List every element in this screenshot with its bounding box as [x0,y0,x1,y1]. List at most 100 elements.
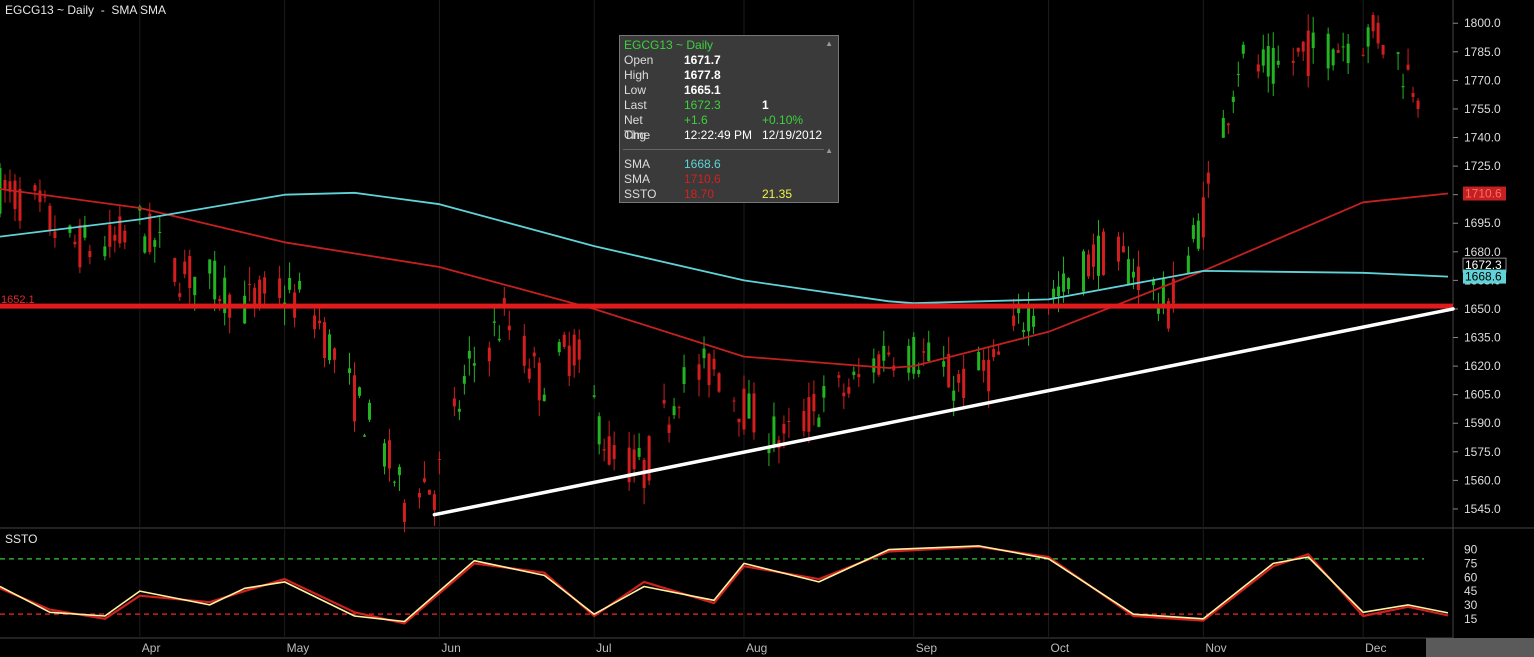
candle-body [333,348,337,360]
candle-body [43,196,47,198]
candle-body [288,278,292,290]
candle-body [462,376,466,384]
sma2-value: 1710.6 [684,172,721,186]
candle-body [417,492,421,498]
candle-body [348,368,352,373]
x-tick-label: Jul [596,641,611,655]
sma2-label: SMA [624,172,651,186]
candle-body [387,440,391,469]
candle-body [213,260,217,300]
candle-body [1161,278,1165,305]
x-tick-label: Oct [1051,641,1070,655]
candle-body [318,320,322,324]
ssto-d-value: 18.70 [684,187,715,201]
x-tick-label: Aug [746,641,767,655]
y-tick-label: 1575.0 [1464,445,1501,459]
candle-body [208,259,212,274]
candle-body [667,424,671,433]
ssto-y-tick-label: 45 [1464,584,1478,598]
candle-body [917,369,921,374]
x-tick-label: May [287,641,310,655]
candle-body [83,224,87,238]
candle-body [857,374,861,378]
candle-body [1366,27,1370,47]
candle-body [807,397,811,432]
time-label: Time [624,128,651,142]
candle-body [248,283,252,286]
date-value: 12/19/2012 [762,128,823,142]
candle-body [223,277,227,314]
candle-body [497,338,501,341]
y-tick-label: 1620.0 [1464,359,1501,373]
candle-body [1151,280,1155,286]
candle-body [772,416,776,447]
collapse-section-icon[interactable]: ▲ [825,146,833,155]
sma-slow-line [0,188,1449,369]
candle-body [1156,304,1160,314]
candle-body [1236,73,1240,75]
candle-body [422,478,426,482]
candle-body [662,400,666,404]
candle-body [103,246,107,257]
candle-body [767,446,771,454]
open-label: Open [624,53,654,67]
candle-body [1401,86,1405,88]
candle-body [1062,273,1066,292]
last-value: 1672.3 [684,98,721,112]
candle-body [1032,315,1036,327]
y-tick-label: 1740.0 [1464,131,1501,145]
candle-body [567,345,571,376]
sma1-label: SMA [624,157,651,171]
candle-body [1022,329,1026,333]
candle-body [732,400,736,402]
x-tick-label: Jun [441,641,460,655]
candle-body [927,342,931,362]
candle-body [1201,197,1205,238]
candle-body [537,362,541,401]
candle-body [1261,49,1265,66]
horizontal-scrollbar[interactable] [1426,638,1534,657]
candle-body [592,395,596,397]
candle-body [1411,93,1415,97]
candle-body [1336,50,1340,53]
candle-body [647,436,651,481]
candle-body [747,393,751,419]
candle-body [1381,44,1385,55]
candle-body [542,394,546,402]
candle-body [637,447,641,457]
collapse-up-icon[interactable]: ▲ [825,39,833,48]
ssto-panel-title: SSTO [5,532,38,546]
candle-body [1306,30,1310,77]
candle-body [802,411,806,432]
candle-body [367,402,371,420]
candle-body [877,354,881,375]
candle-body [13,180,17,210]
y-tick-label: 1680.0 [1464,245,1501,259]
low-value: 1665.1 [684,83,721,97]
candle-body [1091,244,1095,267]
ssto-k-line [0,545,1449,623]
candle-body [298,280,302,290]
candle-body [143,236,147,253]
last-label: Last [624,98,647,112]
candle-body [627,447,631,483]
ssto-d-line [0,545,1449,625]
candle-body [682,367,686,385]
candle-body [982,359,986,371]
candle-body [572,334,576,366]
candle-body [992,348,996,358]
last-size: 1 [762,98,769,112]
ssto-y-tick-label: 75 [1464,556,1478,570]
support-line [0,303,1453,309]
candle-body [737,418,741,423]
candle-body [392,481,396,483]
candle-body [822,386,826,398]
candle-body [362,435,366,437]
candle-body [1271,48,1275,84]
candle-body [33,185,37,191]
candle-body [73,241,77,245]
candle-body [1206,172,1210,184]
candle-body [787,421,791,423]
x-tick-label: Apr [142,641,161,655]
candle-body [78,225,82,268]
